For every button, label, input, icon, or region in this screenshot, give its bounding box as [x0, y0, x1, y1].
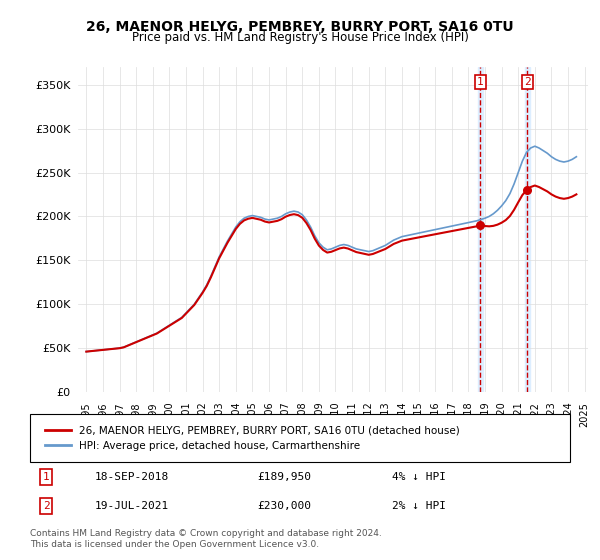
Point [523, 185, 532, 194]
Text: 19-JUL-2021: 19-JUL-2021 [95, 501, 169, 511]
Text: £230,000: £230,000 [257, 501, 311, 511]
Text: Contains HM Land Registry data © Crown copyright and database right 2024.
This d: Contains HM Land Registry data © Crown c… [30, 529, 382, 549]
Text: Price paid vs. HM Land Registry's House Price Index (HPI): Price paid vs. HM Land Registry's House … [131, 31, 469, 44]
Point [476, 221, 485, 230]
Bar [525, 67, 530, 392]
Text: 2: 2 [524, 77, 530, 87]
Bar [478, 67, 483, 392]
Text: £189,950: £189,950 [257, 472, 311, 482]
FancyBboxPatch shape [30, 414, 570, 462]
Text: 4% ↓ HPI: 4% ↓ HPI [392, 472, 446, 482]
Text: 1: 1 [477, 77, 484, 87]
Text: 1: 1 [43, 472, 50, 482]
Text: 26, MAENOR HELYG, PEMBREY, BURRY PORT, SA16 0TU: 26, MAENOR HELYG, PEMBREY, BURRY PORT, S… [86, 20, 514, 34]
Text: 2: 2 [43, 501, 50, 511]
Text: 18-SEP-2018: 18-SEP-2018 [95, 472, 169, 482]
Text: 2% ↓ HPI: 2% ↓ HPI [392, 501, 446, 511]
Legend: 26, MAENOR HELYG, PEMBREY, BURRY PORT, SA16 0TU (detached house), HPI: Average p: 26, MAENOR HELYG, PEMBREY, BURRY PORT, S… [41, 422, 464, 455]
